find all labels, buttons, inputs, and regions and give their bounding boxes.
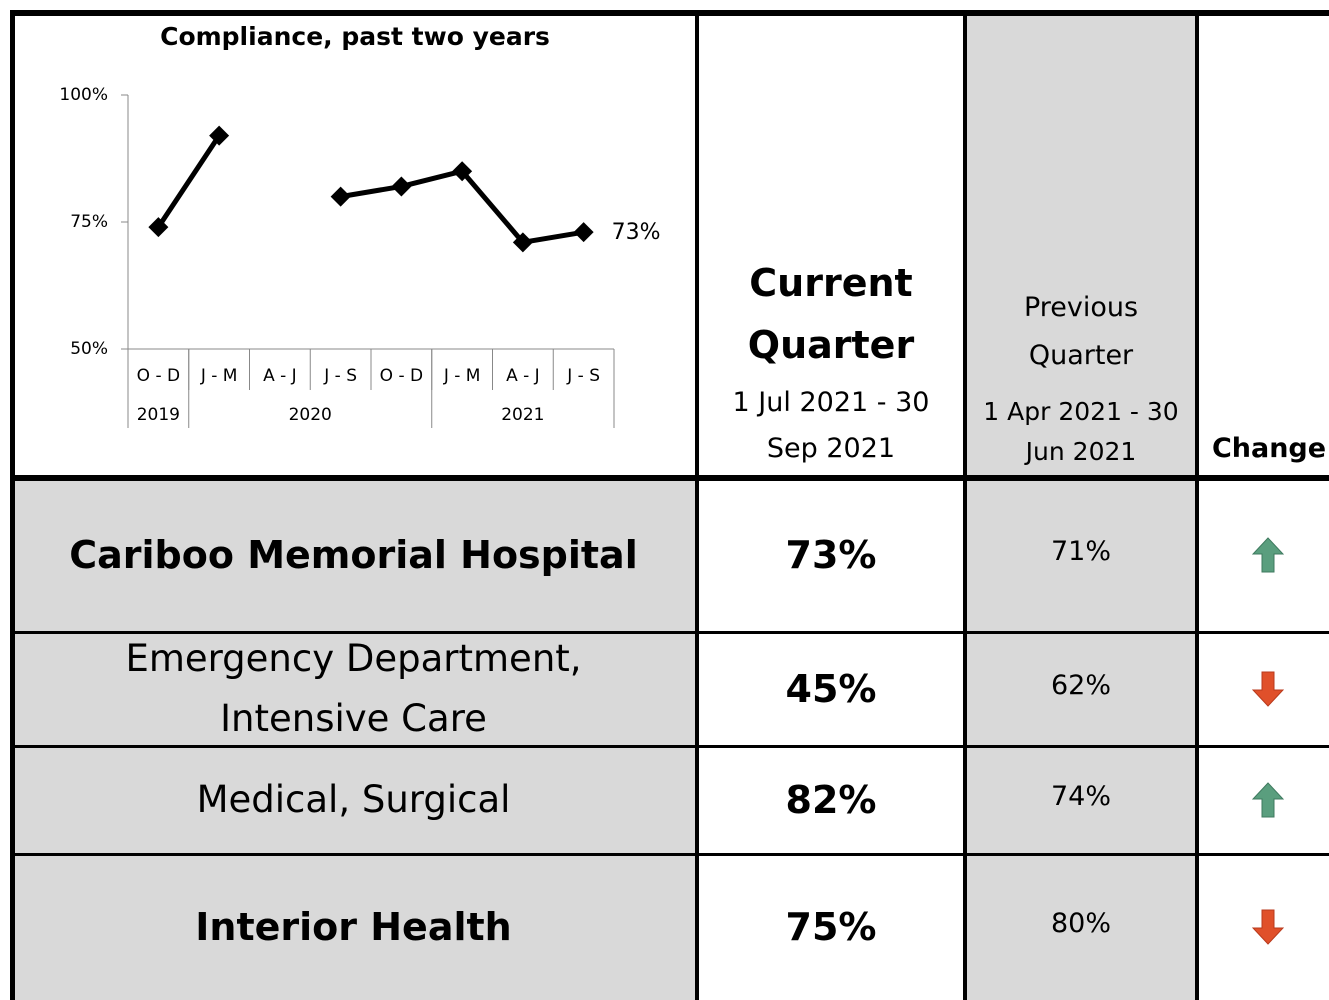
data-label: 73% — [612, 220, 661, 245]
y-tick-label: 75% — [70, 212, 108, 232]
arrow-up — [1252, 782, 1284, 818]
change-arrow — [1252, 782, 1284, 818]
x-tick-label: J - M — [200, 366, 238, 386]
chart: Compliance, past two years 50% 75% 100% O -… — [59, 22, 661, 428]
marker — [573, 222, 594, 243]
year-label: 2021 — [501, 405, 544, 425]
x-tick-label: O - D — [380, 366, 423, 386]
column-border — [695, 10, 699, 1000]
column-period: 1 Apr 2021 - 30 Jun 2021 — [983, 397, 1179, 466]
previous-value: 71% — [965, 478, 1197, 632]
column-period: 1 Jul 2021 - 30 Sep 2021 — [732, 387, 930, 464]
arrow-up — [1252, 537, 1284, 573]
change-cell — [1197, 478, 1329, 632]
marker — [452, 161, 473, 182]
row-border — [10, 745, 1329, 748]
change-cell — [1197, 746, 1329, 854]
current-value: 45% — [785, 667, 877, 711]
marker — [209, 125, 230, 146]
x-tick-label: O - D — [137, 366, 180, 386]
x-tick-label: A - J — [506, 366, 540, 386]
row-name: Medical, Surgical — [10, 746, 697, 854]
header-bottom-border — [10, 475, 1329, 481]
row-name: Interior Health — [10, 854, 697, 1000]
current-value: 73% — [785, 533, 877, 577]
column-border — [1195, 10, 1199, 1000]
y-tick-label: 100% — [59, 85, 108, 105]
previous-value: 62% — [965, 632, 1197, 746]
column-title: Change — [1211, 433, 1327, 464]
x-tick-label: A - J — [263, 366, 297, 386]
row-border — [10, 631, 1329, 634]
line — [156, 134, 585, 245]
column-border — [963, 10, 967, 1000]
header-cell: Previous Quarter 1 Apr 2021 - 30 Jun 2021 — [965, 10, 1197, 478]
x-tick-label: J - S — [323, 366, 357, 386]
column-title: Current Quarter — [747, 261, 915, 367]
marker — [330, 186, 351, 207]
column-title: Previous Quarter — [1023, 292, 1139, 371]
marker — [148, 217, 169, 238]
marker — [391, 176, 412, 197]
current-value: 75% — [785, 905, 877, 949]
x-tick-label: J - M — [443, 366, 481, 386]
previous-value: 74% — [965, 746, 1197, 854]
y-tick-label: 50% — [70, 339, 108, 359]
x-tick-label: J - S — [566, 366, 600, 386]
change-arrow — [1252, 671, 1284, 707]
previous-value: 80% — [965, 854, 1197, 1000]
arrow-down — [1252, 671, 1284, 707]
change-cell — [1197, 632, 1329, 746]
current-value: 82% — [785, 778, 877, 822]
change-cell — [1197, 854, 1329, 1000]
row-name: Cariboo Memorial Hospital — [10, 478, 697, 632]
chart-title: Compliance, past two years — [160, 22, 550, 51]
header-cell: Change — [1197, 10, 1329, 478]
marker — [512, 232, 533, 253]
row-border — [10, 853, 1329, 856]
header-cell: Current Quarter 1 Jul 2021 - 30 Sep 2021 — [697, 10, 965, 478]
change-arrow — [1252, 537, 1284, 573]
column-border — [10, 10, 15, 1000]
arrow-down — [1252, 909, 1284, 945]
year-label: 2019 — [137, 405, 180, 425]
change-arrow — [1252, 909, 1284, 945]
year-label: 2020 — [289, 405, 332, 425]
row-name: Emergency Department, Intensive Care — [10, 632, 697, 746]
table-top-border — [10, 10, 1329, 16]
